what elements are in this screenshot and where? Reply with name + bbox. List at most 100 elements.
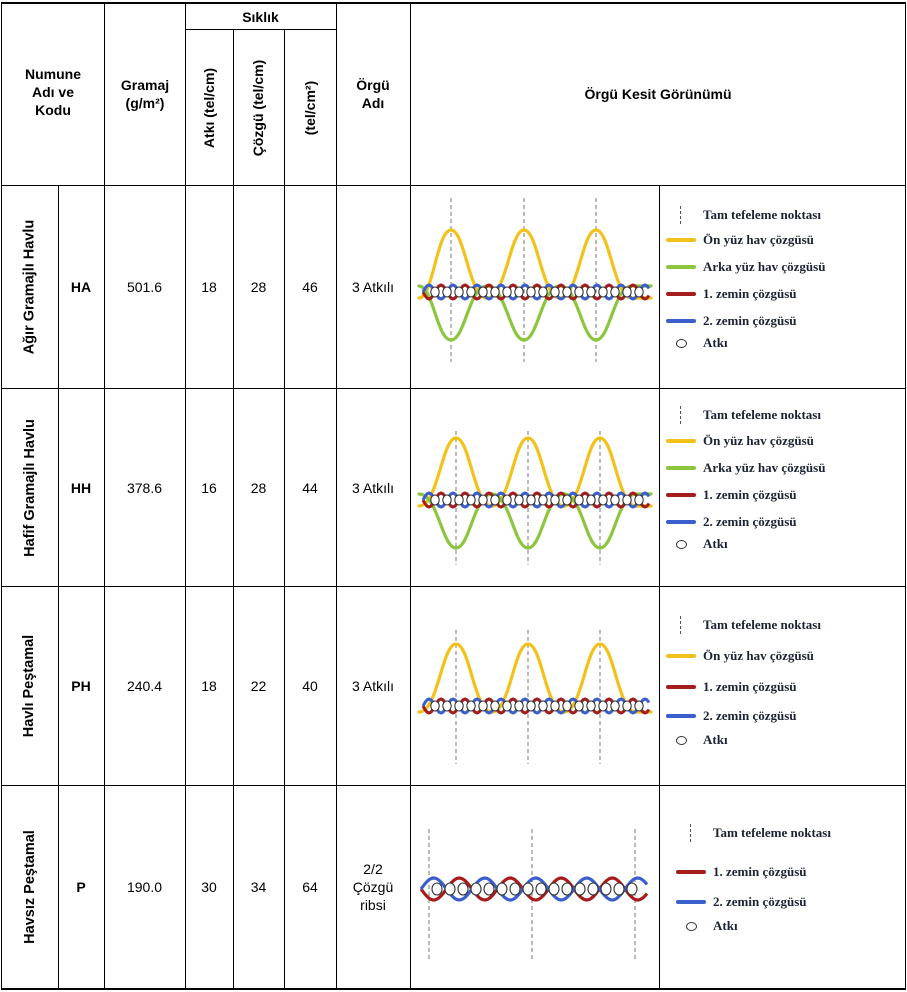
yellow-line-icon: [666, 439, 696, 443]
legend-tefeleme: Tam tefeleme noktası: [703, 207, 821, 222]
weft-circle: [562, 494, 572, 506]
legend-on-yuz: Ön yüz hav çözgüsü: [703, 232, 814, 247]
weft-circle: [430, 286, 440, 298]
row-orgu: 2/2 Çözgü ribsi: [352, 861, 394, 913]
weft-circle: [622, 700, 632, 712]
weft-circle: [442, 494, 452, 506]
weft-circle: [514, 494, 524, 506]
weft-circle: [454, 700, 464, 712]
weft-circle: [550, 700, 560, 712]
yellow-line-icon: [666, 238, 696, 242]
legend-hh: Tam tefeleme noktası Ön yüz hav çözgüsü …: [663, 394, 905, 584]
weft-circle: [574, 494, 584, 506]
weft-circle: [598, 700, 608, 712]
weft-circle: [586, 700, 596, 712]
legend-p: Tam tefeleme noktası 1. zemin çözgüsü 2.…: [673, 794, 905, 984]
weft-circle: [550, 494, 560, 506]
weft-circle: [466, 286, 476, 298]
row-total: 44: [302, 479, 318, 496]
ground-warp-1: [419, 876, 649, 902]
row-gramaj: 501.6: [126, 279, 163, 295]
weft-circle: [626, 882, 638, 896]
weft-circle: [454, 286, 464, 298]
weft-circle: [634, 494, 644, 506]
weft-circle: [470, 882, 482, 896]
weft-circle: [502, 700, 512, 712]
row-atki: 18: [201, 678, 217, 694]
weft-circle: [610, 494, 620, 506]
weft-circle: [598, 494, 608, 506]
header-sample: Numune Adı ve Kodu: [25, 66, 81, 118]
weft-circle: [538, 494, 548, 506]
legend-arka-yuz: Arka yüz hav çözgüsü: [703, 259, 826, 274]
weft-circle: [548, 882, 560, 896]
legend-zemin2: 2. zemin çözgüsü: [703, 313, 797, 328]
row-orgu: 3 Atkılı: [351, 479, 395, 496]
legend-ph: Tam tefeleme noktası Ön yüz hav çözgüsü …: [663, 594, 905, 784]
weft-circle: [574, 882, 586, 896]
back-pile-warp: [417, 284, 653, 342]
legend-atki: Atkı: [703, 536, 728, 551]
legend-tefeleme: Tam tefeleme noktası: [703, 407, 821, 422]
dashed-line-icon: [673, 824, 709, 842]
circle-icon: [685, 921, 697, 931]
legend-zemin1: 1. zemin çözgüsü: [713, 864, 807, 879]
weft-circle: [442, 700, 452, 712]
weft-circle: [610, 700, 620, 712]
weft-circle: [634, 286, 644, 298]
circle-icon: [675, 338, 687, 348]
red-line-icon: [666, 493, 696, 497]
dashed-line-icon: [663, 616, 699, 634]
blue-line-icon: [666, 714, 696, 718]
weft-circle: [466, 494, 476, 506]
row-name: Hafif Gramajlı Havlu: [21, 418, 38, 557]
dashed-line-icon: [663, 406, 699, 424]
legend-ha: Tam tefeleme noktası Ön yüz hav çözgüsü …: [663, 192, 905, 382]
legend-zemin1: 1. zemin çözgüsü: [703, 487, 797, 502]
row-cozgu: 28: [250, 279, 267, 295]
weft-circle: [430, 494, 440, 506]
header-total: (tel/cm²): [302, 80, 319, 135]
front-pile-warp: [417, 642, 653, 714]
weft-circle: [634, 700, 644, 712]
weft-circle: [598, 286, 608, 298]
weft-circle: [502, 494, 512, 506]
weft-circle: [538, 286, 548, 298]
row-code: HH: [70, 479, 92, 496]
weft-circle: [478, 286, 488, 298]
weft-circle: [550, 286, 560, 298]
weft-circle: [514, 700, 524, 712]
weft-circle: [622, 286, 632, 298]
weft-circle: [535, 882, 547, 896]
weft-circle: [478, 494, 488, 506]
ground-warp-2: [419, 876, 649, 902]
weft-circle: [430, 700, 440, 712]
header-atki: Atkı (tel/cm): [201, 67, 217, 148]
red-line-icon: [666, 292, 696, 296]
weft-circle: [610, 286, 620, 298]
weft-circle: [509, 882, 521, 896]
front-pile-warp: [417, 436, 653, 508]
legend-zemin2: 2. zemin çözgüsü: [713, 894, 807, 909]
row-total: 46: [302, 279, 318, 295]
legend-tefeleme: Tam tefeleme noktası: [703, 617, 821, 632]
red-line-icon: [676, 870, 706, 874]
weft-circle: [562, 286, 572, 298]
row-orgu: 3 Atkılı: [351, 279, 395, 295]
circle-icon: [675, 735, 687, 745]
legend-on-yuz: Ön yüz hav çözgüsü: [703, 648, 814, 663]
weft-circle: [442, 286, 452, 298]
weft-circle: [587, 882, 599, 896]
back-pile-warp: [417, 492, 653, 550]
blue-line-icon: [666, 319, 696, 323]
header-siklik: Sıklık: [242, 8, 279, 25]
weft-circle: [522, 882, 534, 896]
weft-circle: [490, 494, 500, 506]
legend-zemin1: 1. zemin çözgüsü: [703, 286, 797, 301]
weft-circle: [457, 882, 469, 896]
weft-circle: [586, 494, 596, 506]
weft-circle: [600, 882, 612, 896]
header-gramaj: Gramaj (g/m²): [105, 72, 185, 116]
weft-circle: [526, 700, 536, 712]
weave-cross-section-ha: [417, 198, 653, 362]
